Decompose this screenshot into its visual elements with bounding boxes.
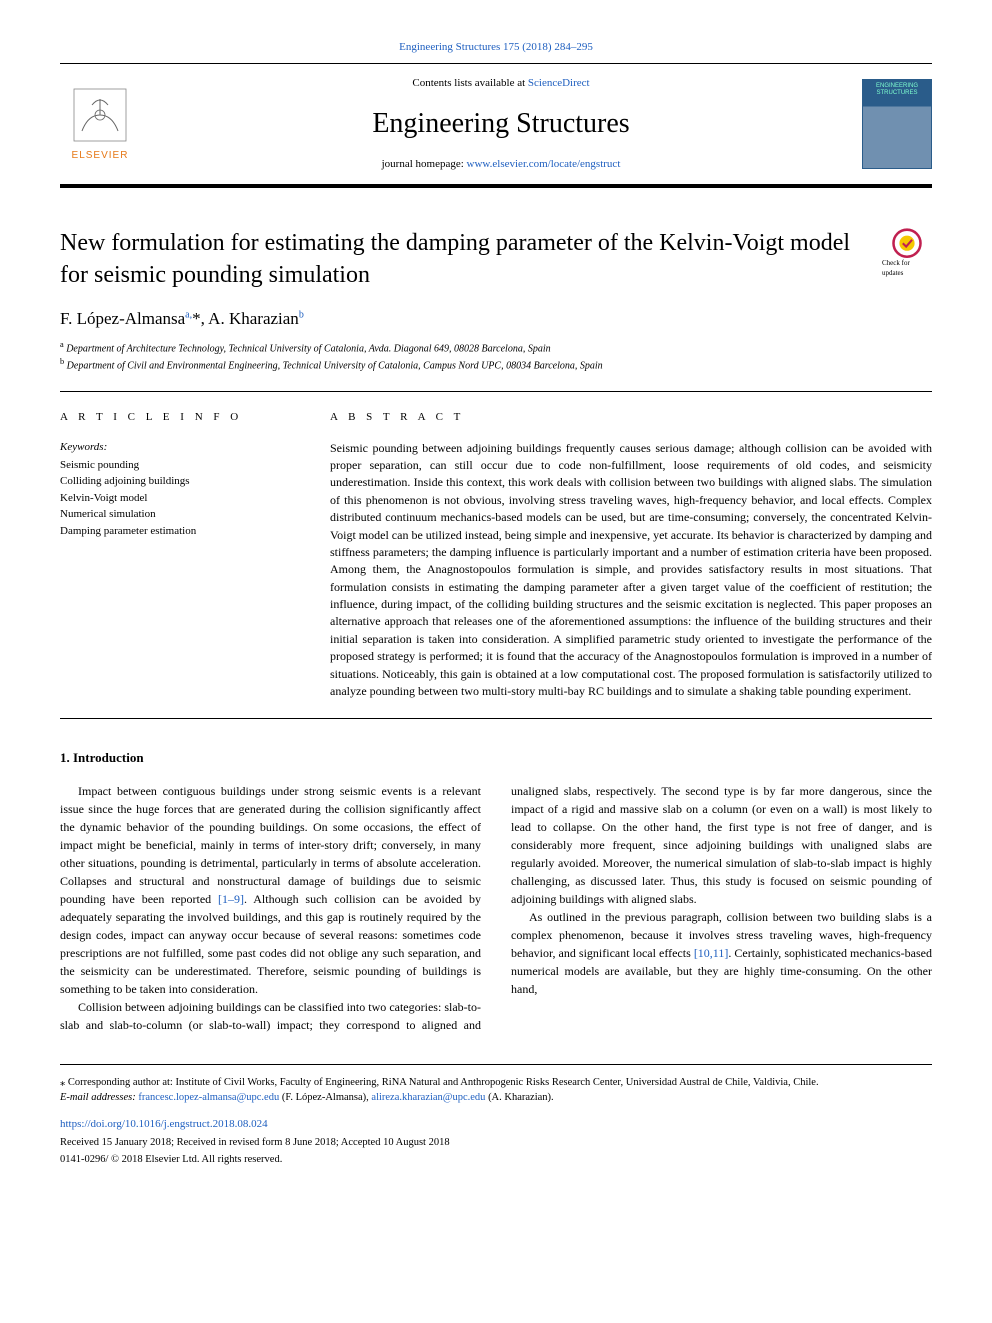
body-text: Impact between contiguous buildings unde… xyxy=(60,782,932,1034)
homepage-prefix: journal homepage: xyxy=(382,158,467,170)
journal-homepage: journal homepage: www.elsevier.com/locat… xyxy=(156,157,846,172)
email-author-name: (A. Kharazian). xyxy=(485,1092,553,1103)
contents-available: Contents lists available at ScienceDirec… xyxy=(156,76,846,91)
ref-link[interactable]: [1–9] xyxy=(218,892,244,906)
email-link[interactable]: francesc.lopez-almansa@upc.edu xyxy=(138,1092,279,1103)
email-author-name: (F. López-Almansa), xyxy=(279,1092,371,1103)
affiliation: a Department of Architecture Technology,… xyxy=(60,339,932,356)
sciencedirect-link[interactable]: ScienceDirect xyxy=(528,77,590,89)
ref-link[interactable]: [10,11] xyxy=(694,946,729,960)
elsevier-logo: ELSEVIER xyxy=(60,79,140,169)
journal-cover-title: ENGINEERING STRUCTURES xyxy=(863,80,931,99)
homepage-link[interactable]: www.elsevier.com/locate/engstruct xyxy=(467,158,621,170)
copyright: 0141-0296/ © 2018 Elsevier Ltd. All righ… xyxy=(60,1152,932,1168)
article-title: New formulation for estimating the dampi… xyxy=(60,228,862,290)
section-title: Introduction xyxy=(73,750,144,765)
article-dates: Received 15 January 2018; Received in re… xyxy=(60,1135,932,1151)
email-link[interactable]: alireza.kharazian@upc.edu xyxy=(371,1092,485,1103)
keyword: Numerical simulation xyxy=(60,506,290,523)
section-number: 1. xyxy=(60,750,70,765)
email-label: E-mail addresses: xyxy=(60,1092,138,1103)
affiliations: a Department of Architecture Technology,… xyxy=(60,339,932,374)
keywords-label: Keywords: xyxy=(60,440,290,455)
article-info-heading: A R T I C L E I N F O xyxy=(60,410,290,425)
authors: F. López-Almansaa,*, A. Kharazianb xyxy=(60,307,932,331)
keyword: Colliding adjoining buildings xyxy=(60,473,290,490)
divider xyxy=(60,391,932,392)
abstract-heading: A B S T R A C T xyxy=(330,410,932,425)
elsevier-logo-text: ELSEVIER xyxy=(72,149,129,163)
contents-prefix: Contents lists available at xyxy=(412,77,527,89)
corr-marker: ⁎ xyxy=(60,1077,65,1088)
section-heading: 1. Introduction xyxy=(60,749,932,767)
check-updates-label: Check for updates xyxy=(882,259,932,279)
email-line: E-mail addresses: francesc.lopez-almansa… xyxy=(60,1090,932,1106)
keyword: Damping parameter estimation xyxy=(60,523,290,540)
journal-name: Engineering Structures xyxy=(156,104,846,143)
corresponding-author: ⁎ Corresponding author at: Institute of … xyxy=(60,1075,932,1091)
crossmark-icon xyxy=(889,228,925,258)
footer: ⁎ Corresponding author at: Institute of … xyxy=(60,1064,932,1169)
body-section: 1. Introduction Impact between contiguou… xyxy=(60,749,932,1033)
journal-cover-thumb: ENGINEERING STRUCTURES xyxy=(862,79,932,169)
journal-header: ELSEVIER Contents lists available at Sci… xyxy=(60,63,932,188)
affiliation: b Department of Civil and Environmental … xyxy=(60,356,932,373)
body-paragraph: Impact between contiguous buildings unde… xyxy=(60,782,481,998)
keyword: Seismic pounding xyxy=(60,457,290,474)
keyword: Kelvin-Voigt model xyxy=(60,490,290,507)
body-paragraph: As outlined in the previous paragraph, c… xyxy=(511,908,932,998)
abstract-text: Seismic pounding between adjoining build… xyxy=(330,440,932,701)
check-updates-badge[interactable]: Check for updates xyxy=(882,228,932,278)
doi-link[interactable]: https://doi.org/10.1016/j.engstruct.2018… xyxy=(60,1116,932,1133)
divider xyxy=(60,718,932,719)
corr-text: Corresponding author at: Institute of Ci… xyxy=(68,1077,819,1088)
article-info-column: A R T I C L E I N F O Keywords: Seismic … xyxy=(60,410,290,700)
keywords-list: Seismic poundingColliding adjoining buil… xyxy=(60,457,290,540)
abstract-column: A B S T R A C T Seismic pounding between… xyxy=(330,410,932,700)
citation-header: Engineering Structures 175 (2018) 284–29… xyxy=(60,40,932,55)
